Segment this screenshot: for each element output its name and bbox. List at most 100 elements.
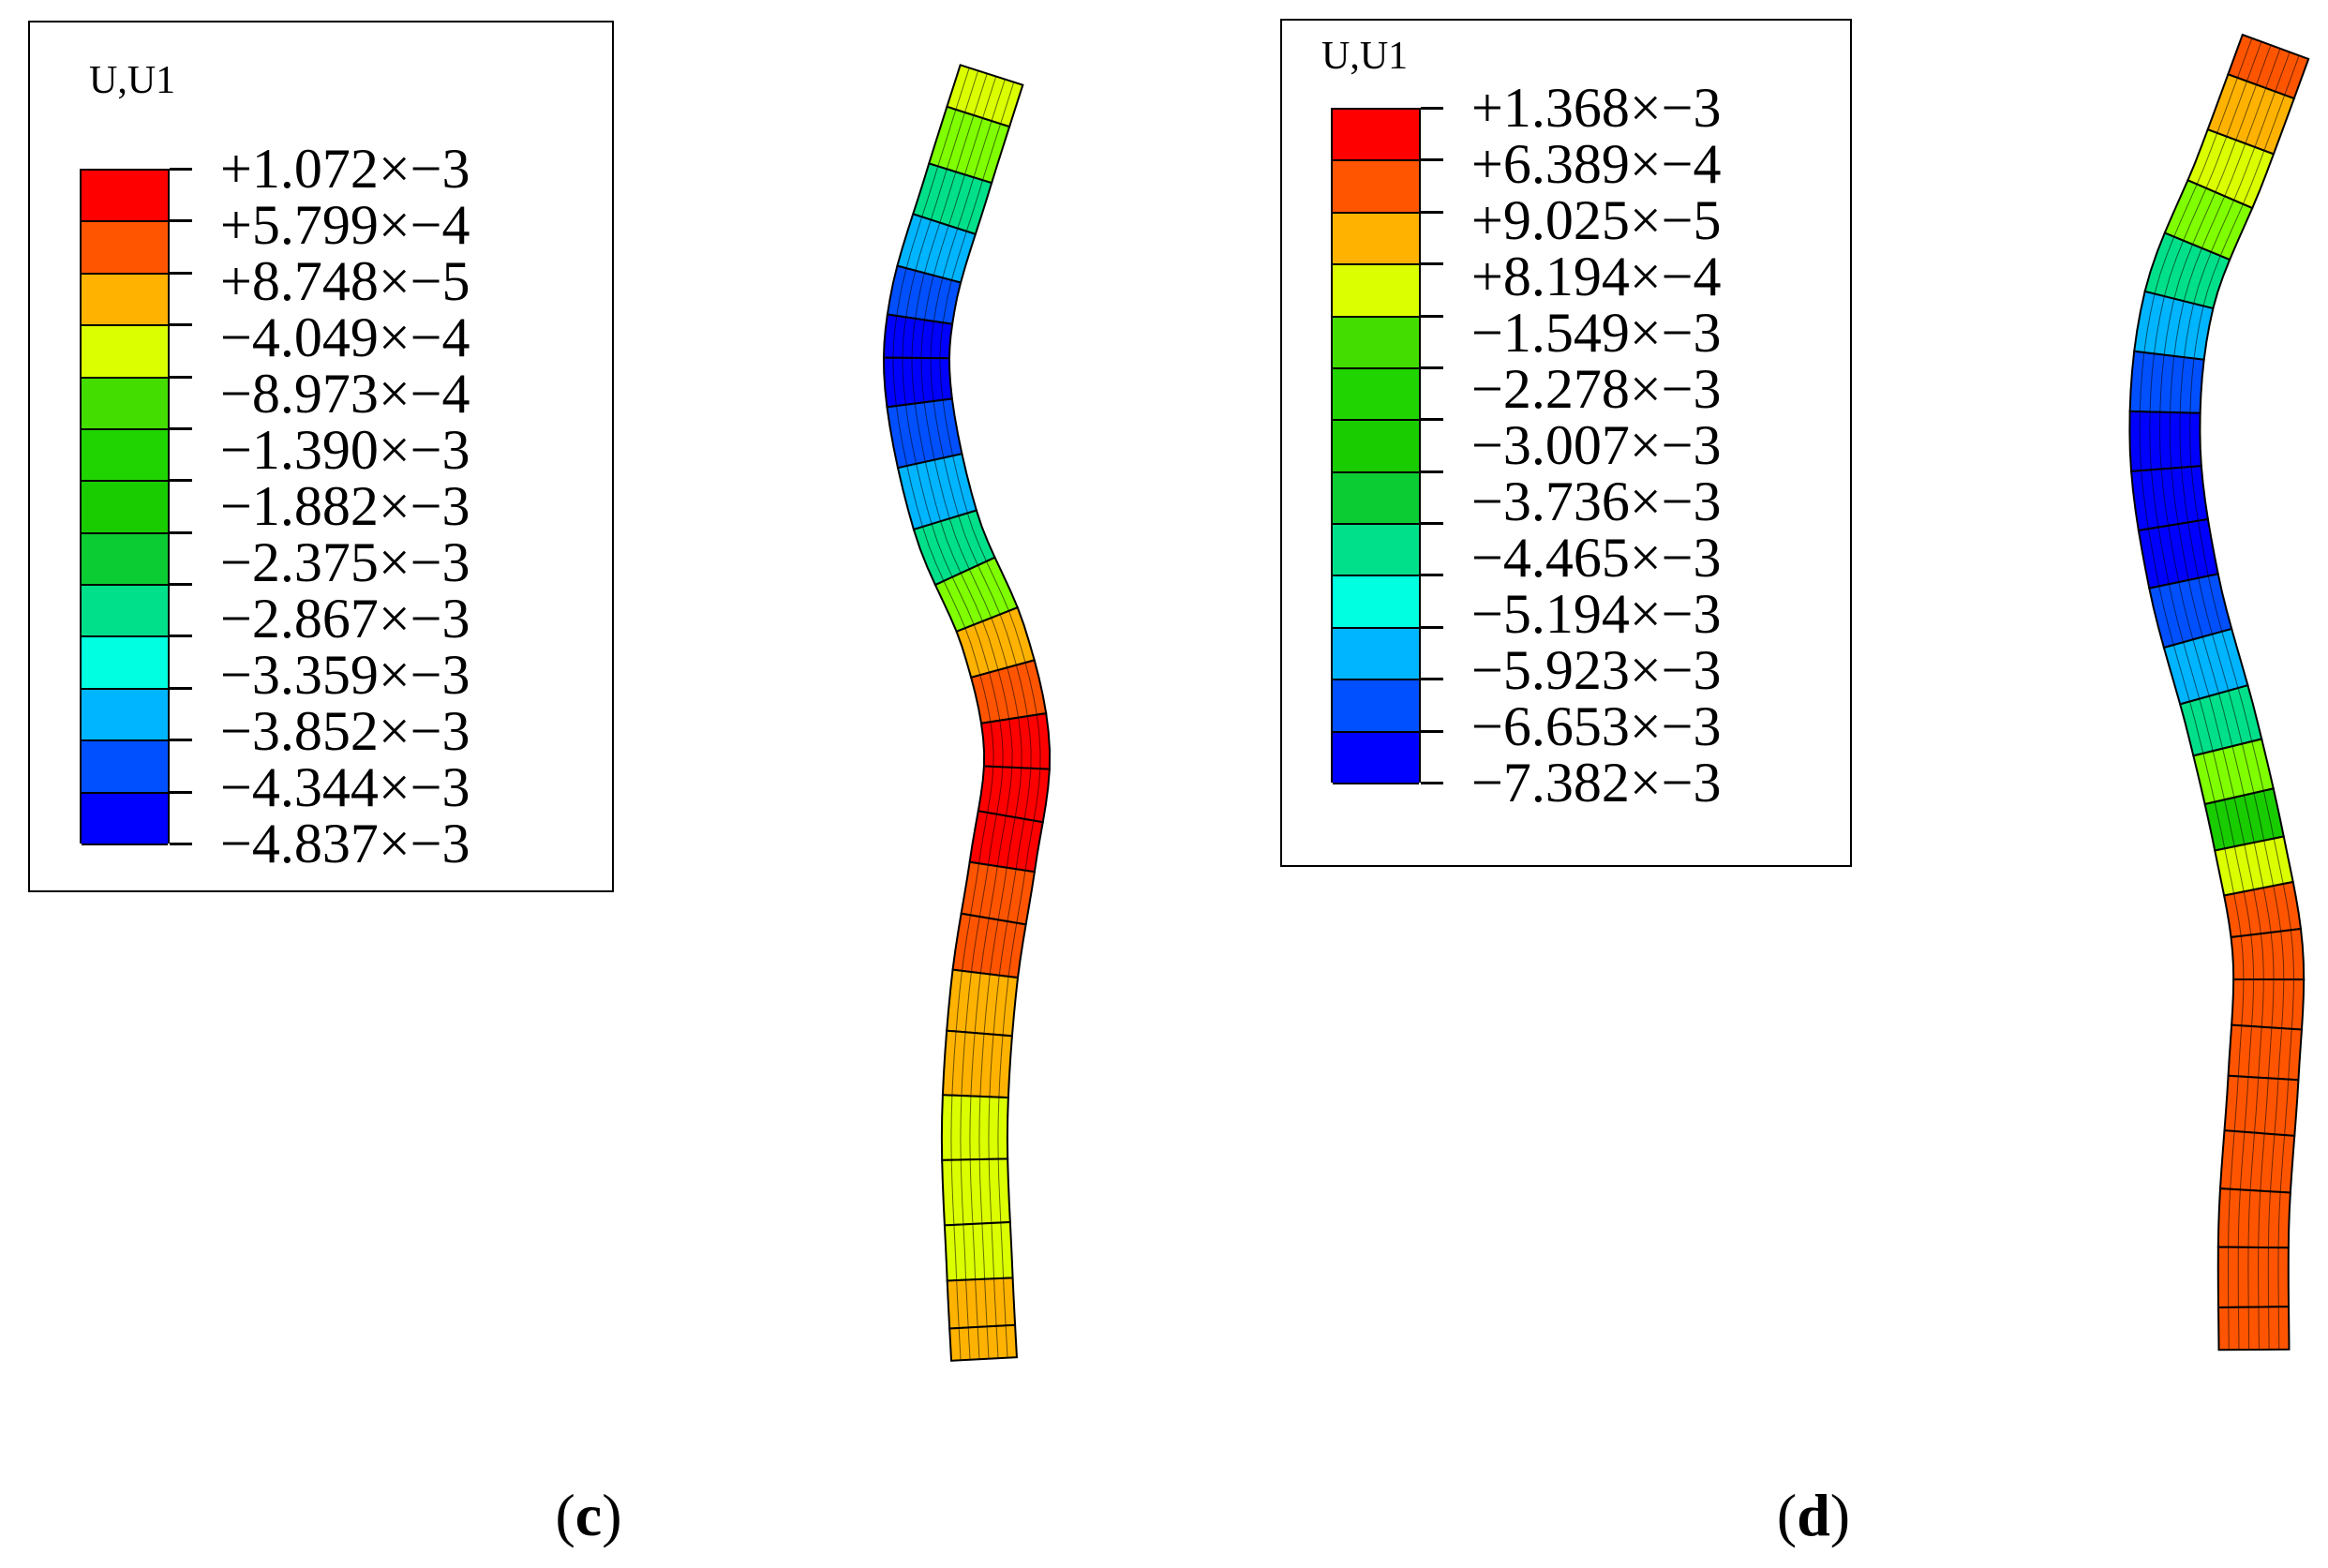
legend-value: −2.278×−3	[1471, 358, 1722, 420]
legend-band	[1333, 317, 1419, 369]
beam-segment	[948, 1323, 1019, 1362]
legend-value: +1.072×−3	[220, 138, 470, 200]
legend-band	[1333, 161, 1419, 214]
legend-band	[1333, 525, 1419, 577]
beam-segment	[2217, 1306, 2291, 1351]
legend-tick	[170, 479, 192, 483]
legend-band	[82, 326, 168, 379]
legend-band	[1333, 421, 1419, 473]
deformed-model-d	[2128, 33, 2310, 1351]
legend-band	[82, 741, 168, 794]
legend-tick	[170, 583, 192, 587]
panel-label-c: (c)	[555, 1482, 622, 1548]
legend-tick	[170, 375, 192, 379]
legend-tick	[170, 635, 192, 638]
legend-value: −5.923×−3	[1471, 639, 1722, 701]
beam-segment	[2227, 1023, 2304, 1082]
legend-band	[1333, 110, 1419, 162]
legend-tick	[1421, 522, 1443, 526]
mesh-line	[2149, 41, 2262, 1351]
legend-value: +1.368×−3	[1471, 77, 1722, 139]
legend-band	[82, 689, 168, 742]
legend-value: −1.549×−3	[1471, 302, 1722, 364]
legend-d-title: U,U1	[1321, 35, 1409, 78]
legend-band	[82, 429, 168, 483]
legend-c-colorbar	[80, 169, 170, 845]
legend-tick	[170, 739, 192, 742]
legend-tick	[1421, 418, 1443, 422]
legend-tick	[1421, 782, 1443, 784]
legend-band	[1333, 472, 1419, 526]
legend-band	[82, 222, 168, 275]
legend-tick	[1421, 729, 1443, 733]
legend-band	[82, 533, 168, 587]
legend-tick	[170, 219, 192, 223]
beam-segment	[2218, 1129, 2296, 1194]
mesh-line	[2169, 48, 2281, 1351]
legend-tick	[170, 271, 192, 275]
legend-tick	[1421, 574, 1443, 577]
legend-tick	[1421, 158, 1443, 162]
legend-tick	[170, 323, 192, 327]
legend-value: +8.748×−5	[220, 250, 470, 312]
legend-tick	[1421, 107, 1443, 110]
legend-value: −4.049×−4	[220, 306, 470, 368]
legend-tick	[1421, 366, 1443, 369]
legend-band	[1333, 576, 1419, 629]
legend-tick	[170, 686, 192, 690]
mesh-line	[2158, 45, 2272, 1350]
legend-value: −8.973×−4	[220, 363, 470, 425]
mesh-line	[902, 70, 1004, 1360]
mesh-line	[920, 76, 1022, 1359]
mesh-line	[2139, 37, 2253, 1351]
beam-segment	[951, 912, 1027, 979]
legend-band	[82, 586, 168, 638]
legend-band	[1333, 265, 1419, 318]
legend-value: +6.389×−4	[1471, 133, 1722, 195]
legend-band	[1333, 213, 1419, 266]
panel-label-d-letter: d	[1797, 1482, 1830, 1548]
legend-value: +9.025×−5	[1471, 189, 1722, 251]
legend-band	[82, 171, 168, 223]
legend-value: −3.359×−3	[220, 644, 470, 706]
panel-label-c-letter: c	[575, 1482, 603, 1548]
legend-value: −6.653×−3	[1471, 695, 1722, 757]
legend-band	[82, 274, 168, 327]
legend-value: +8.194×−4	[1471, 246, 1722, 307]
legend-tick	[170, 168, 192, 171]
legend-tick	[1421, 625, 1443, 629]
deformed-model-c	[882, 64, 1052, 1362]
mesh-line	[930, 79, 1032, 1359]
legend-band	[1333, 368, 1419, 422]
legend-value: −4.465×−3	[1471, 527, 1722, 589]
mesh-line	[2189, 55, 2300, 1350]
legend-value: −3.007×−3	[1471, 414, 1722, 476]
legend-c-title: U,U1	[89, 59, 176, 102]
legend-value: −7.382×−3	[1471, 752, 1722, 814]
beam-segment	[946, 968, 1020, 1038]
legend-tick	[170, 530, 192, 534]
legend-tick	[170, 790, 192, 794]
legend-tick	[1421, 262, 1443, 266]
mesh-line	[939, 82, 1041, 1358]
legend-band	[1333, 628, 1419, 681]
legend-tick	[1421, 314, 1443, 318]
legend-tick	[170, 426, 192, 430]
legend-band	[82, 793, 168, 845]
legend-value: −2.375×−3	[220, 531, 470, 593]
mesh-line	[892, 67, 994, 1361]
legend-band	[82, 637, 168, 690]
legend-value: −4.837×−3	[220, 813, 470, 874]
legend-value: +5.799×−4	[220, 194, 470, 256]
legend-tick	[1421, 210, 1443, 214]
legend-value: −5.194×−3	[1471, 583, 1722, 645]
legend-d-colorbar	[1331, 108, 1421, 784]
mesh-line	[2179, 52, 2291, 1350]
legend-tick	[170, 843, 192, 845]
legend-value: −1.882×−3	[220, 475, 470, 537]
legend-value: −4.344×−3	[220, 756, 470, 818]
mesh-line	[911, 73, 1013, 1360]
legend-band	[82, 378, 168, 430]
beam-segment	[2223, 1074, 2300, 1137]
